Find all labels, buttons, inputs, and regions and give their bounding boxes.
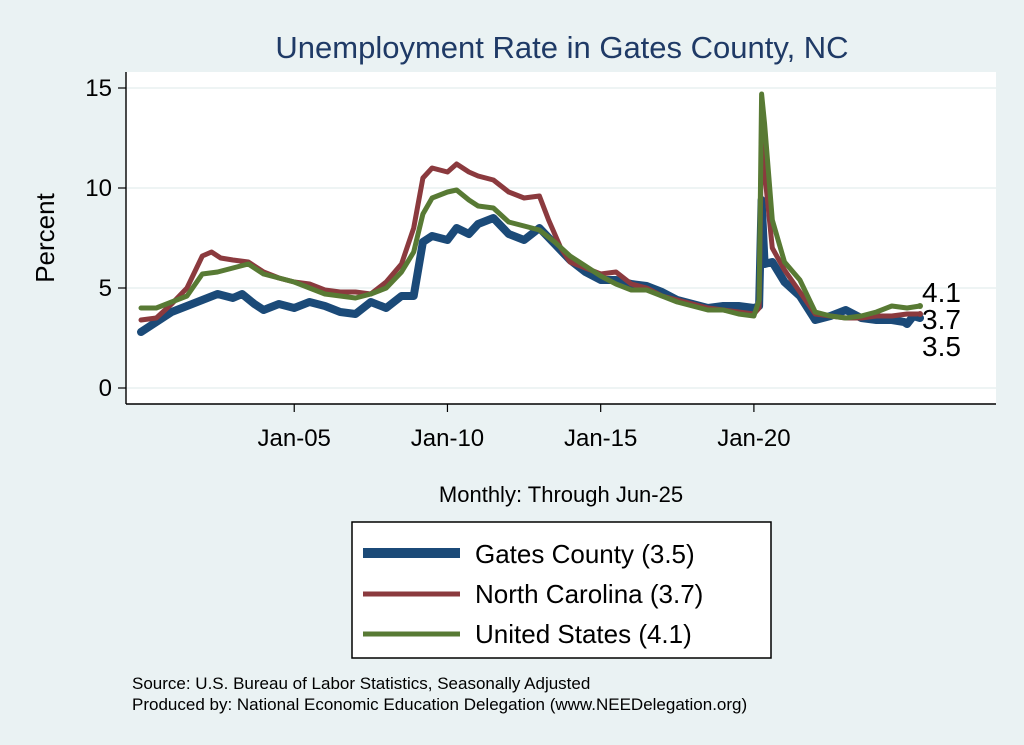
source-note: Source: U.S. Bureau of Labor Statistics,… (132, 674, 590, 693)
series-line-united-states (138, 91, 923, 321)
series-layer (137, 91, 924, 336)
x-axis-title: Monthly: Through Jun-25 (439, 482, 683, 507)
legend-label-nc: North Carolina (3.7) (475, 579, 703, 609)
legend: Gates County (3.5) North Carolina (3.7) … (351, 521, 772, 659)
y-tick-label: 10 (85, 175, 112, 202)
x-tick-label: Jan-05 (258, 425, 331, 452)
y-tick-label: 5 (99, 275, 112, 302)
labels-layer: 4.13.73.5 (917, 277, 961, 362)
y-axis-title: Percent (30, 192, 60, 282)
axes-layer: 0 5 10 15 Jan-05 Jan-10 Jan-15 Jan-20 (85, 72, 996, 452)
grid-layer (126, 87, 996, 389)
producer-note: Produced by: National Economic Education… (132, 695, 747, 714)
y-tick-label: 0 (99, 375, 112, 402)
x-tick-label: Jan-15 (564, 425, 637, 452)
plot-area (126, 72, 996, 404)
series-end-marker (917, 303, 923, 309)
chart-title: Unemployment Rate in Gates County, NC (275, 30, 848, 65)
legend-label-gates: Gates County (3.5) (475, 539, 695, 569)
x-tick-label: Jan-10 (411, 425, 484, 452)
legend-label-us: United States (4.1) (475, 619, 692, 649)
y-tick-label: 15 (85, 75, 112, 102)
x-tick-label: Jan-20 (717, 425, 790, 452)
series-end-label: 3.5 (922, 331, 961, 362)
series-end-marker (917, 311, 923, 317)
series-end-label: 3.7 (922, 304, 961, 335)
series-end-label: 4.1 (922, 277, 961, 308)
